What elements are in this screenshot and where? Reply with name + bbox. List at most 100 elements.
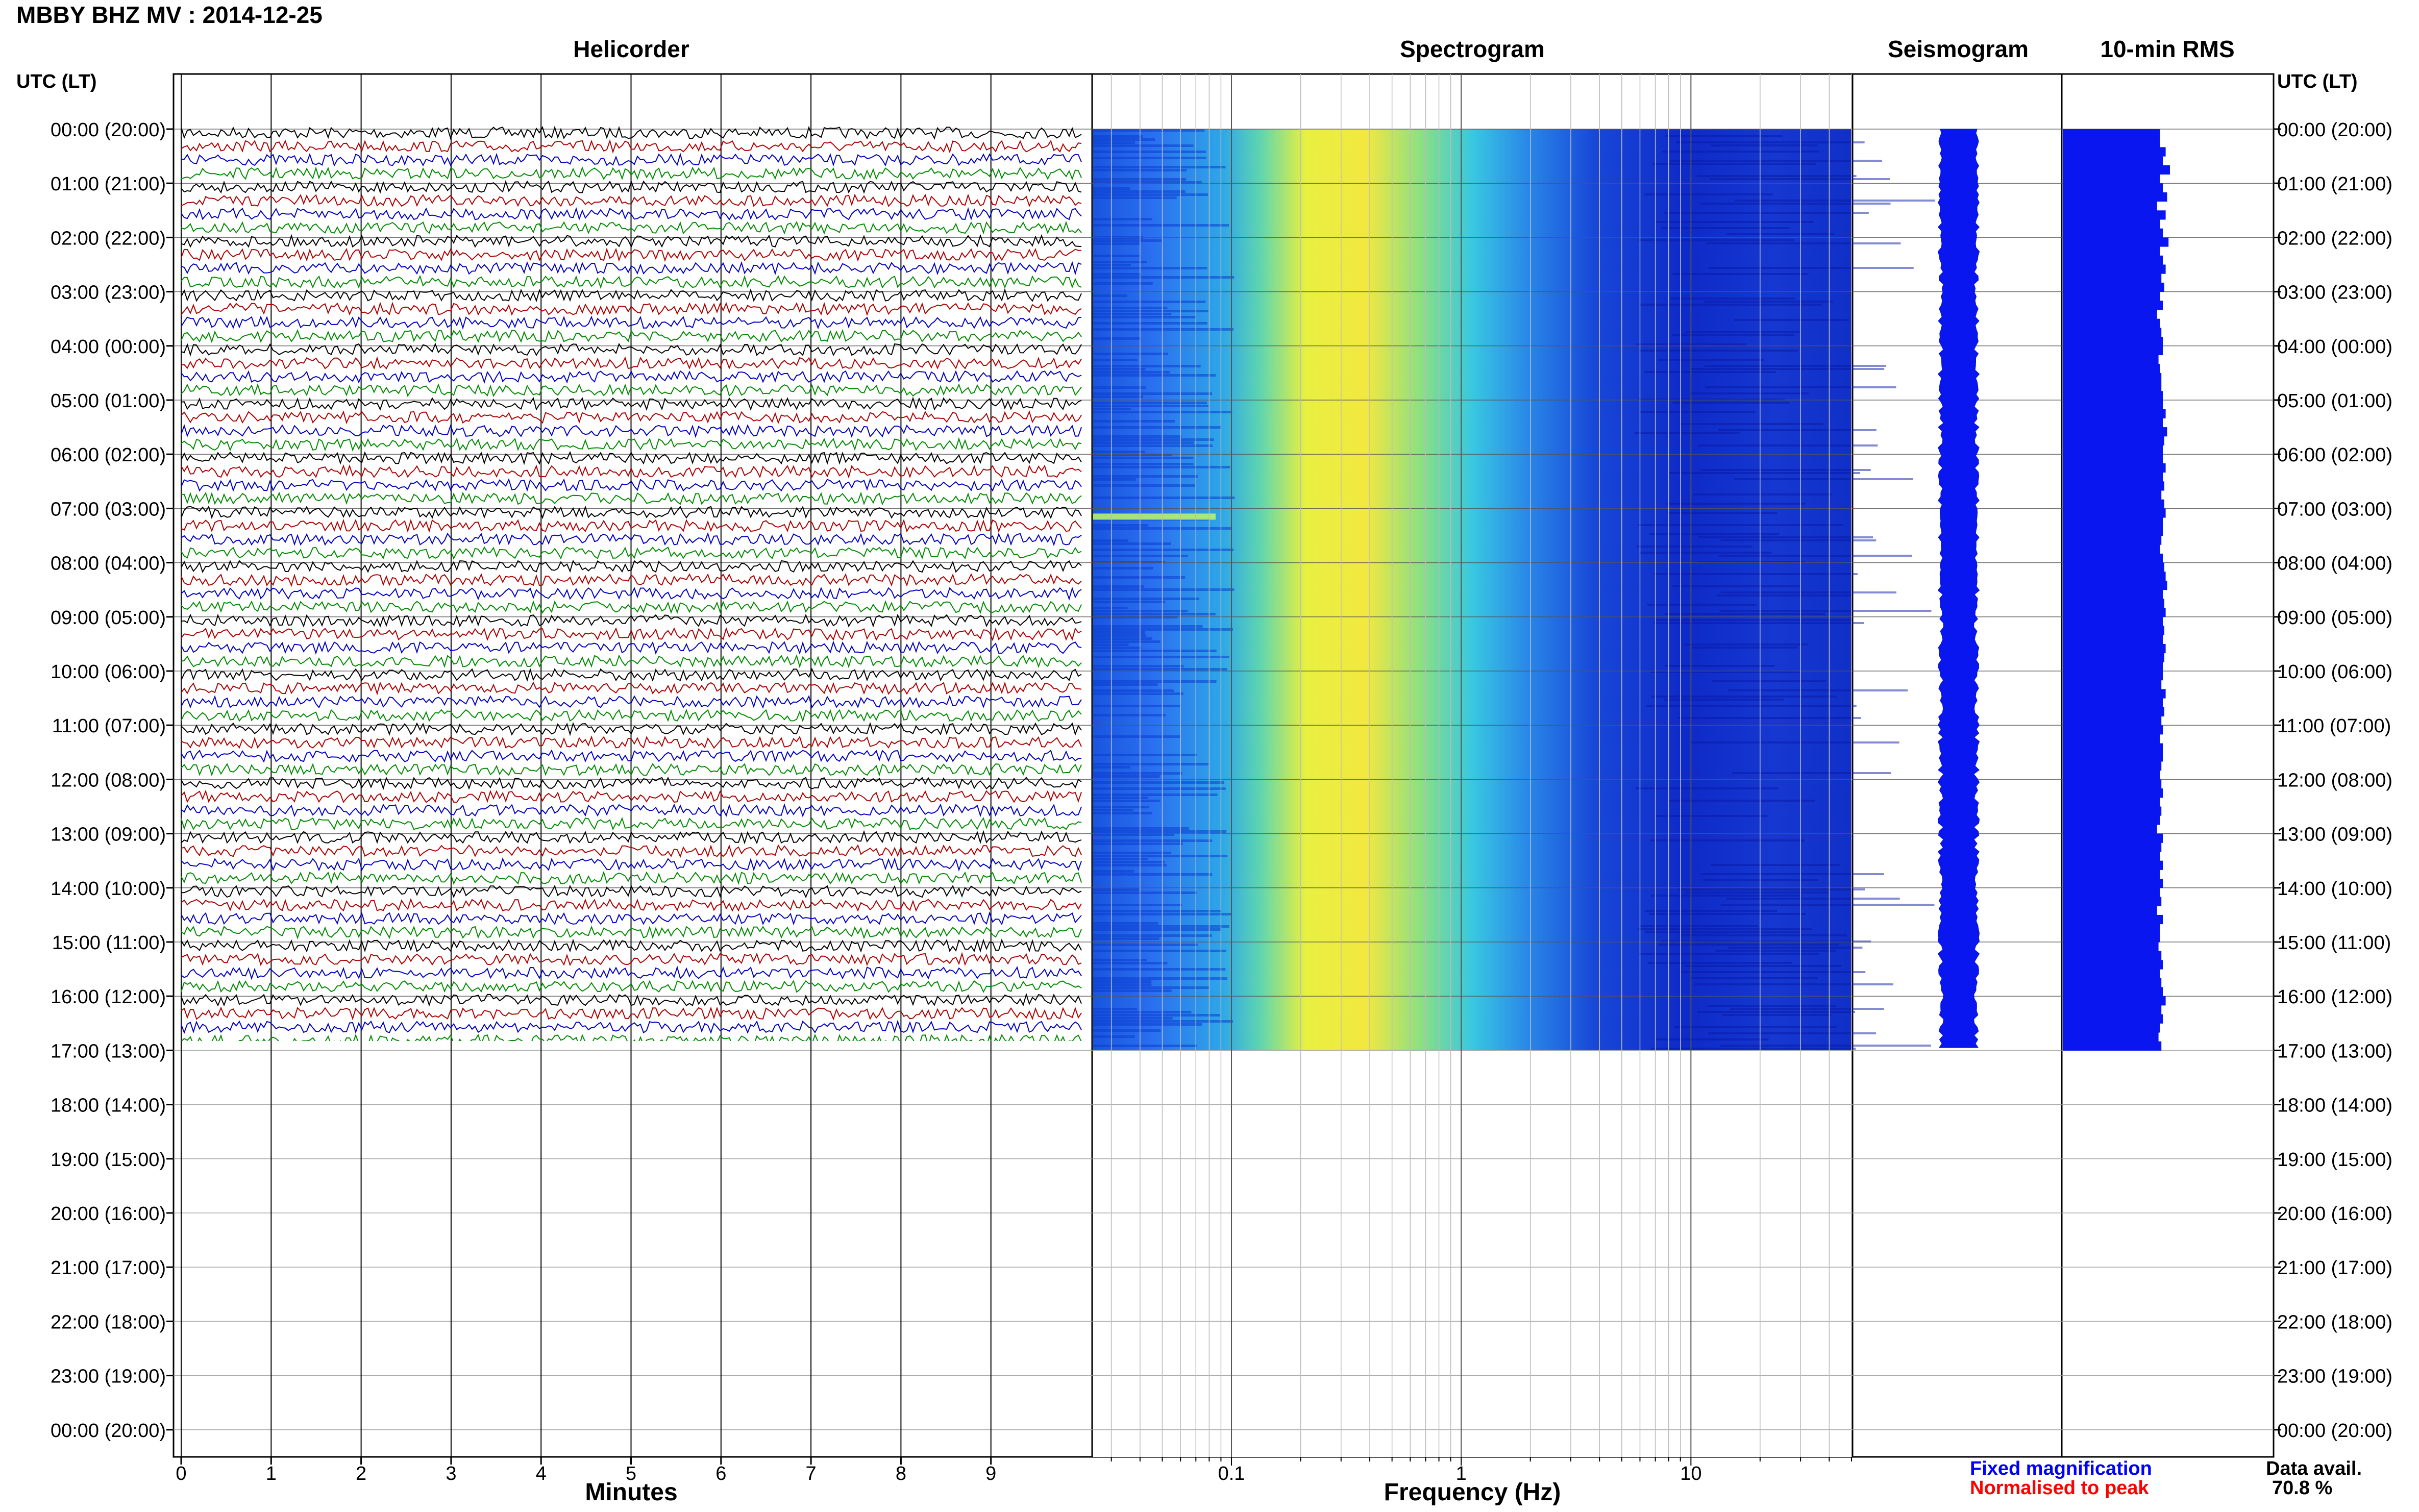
spectrogram-heading: Spectrogram [1400,36,1545,62]
time-label-left: 02:00 (22:00) [51,228,166,249]
spectrogram-streak [1700,469,1871,471]
spectrogram-streak [1093,689,1174,692]
spectrogram-streak [1093,239,1163,242]
spectrogram-streak [1093,922,1158,925]
helicorder-trace [181,193,1082,208]
rms-bar [2063,318,2160,328]
rms-bar [2063,951,2162,960]
spectrogram-streak [1093,196,1177,199]
spectrogram-streak [1093,787,1226,790]
legend-fixed-magnification: Fixed magnification [1970,1458,2152,1479]
spectrogram-streak [1093,833,1174,836]
spectrogram-streak [1704,365,1886,367]
spectrogram-streak [1093,282,1153,285]
rms-bar [2063,264,2166,274]
rms-bar [2063,472,2163,482]
rms-bar [2063,779,2162,789]
helicorder-trace [181,884,1082,899]
spectrogram-streak [1093,359,1138,361]
spectrogram-streak [1653,573,1858,575]
minutes-ticks: 0 1 2 3 4 5 6 7 8 9 [176,1457,996,1484]
helicorder-trace [181,980,1082,993]
spectrogram-streak [1093,809,1133,811]
helicorder-trace [181,234,1082,248]
time-label-left: 03:00 (23:00) [51,282,166,304]
spectrogram-streak [1093,524,1149,527]
helicorder-trace [181,925,1082,939]
spectrogram-streak [1640,411,1756,413]
rms-bar [2063,210,2166,220]
spectrogram-streak [1651,671,1801,673]
spectrogram-rows [1093,129,1935,1457]
helicorder-trace [181,559,1082,574]
spectrogram-streak [1672,585,1800,587]
spectrogram-streak [1093,264,1131,266]
spectrogram-streak [1720,1045,1931,1047]
rms-bar [2063,824,2157,834]
spectrogram-streak [1700,873,1884,875]
time-label-left: 16:00 (12:00) [51,986,166,1008]
spectrogram-streak [1093,310,1208,312]
frequency-tick-label: 10 [1680,1463,1701,1484]
spectrogram-streak [1685,891,1829,894]
helicorder-trace [181,478,1082,492]
helicorder-trace [181,451,1082,465]
spectrogram-streak [1093,267,1207,269]
spectrogram-streak [1093,576,1185,579]
spectrogram-streak [1693,493,1832,495]
helicorder-trace [181,383,1082,398]
rms-bar [2063,914,2163,925]
rms-bar [2063,490,2162,500]
rms-bar [2063,797,2160,807]
spectrogram-streak [1093,800,1161,802]
spectrogram-streak [1093,438,1214,441]
spectrogram-streak [1093,144,1194,147]
spectrogram-streak [1093,794,1218,796]
spectrogram-streak [1093,631,1145,634]
spectrogram-streak [1093,989,1172,992]
spectrogram-streak [1093,273,1141,276]
spectrogram-streak [1093,812,1152,814]
rms-bar [2063,328,2162,337]
rms-bar [2063,291,2160,301]
minute-tick-label: 5 [626,1463,636,1484]
hour-gridlines [166,128,2281,1431]
spectrogram-streak [1703,879,1818,881]
time-label-left: 00:00 (20:00) [51,119,166,141]
rms-bar [2063,255,2163,265]
spectrogram-streak [1093,983,1152,986]
time-label-left: 07:00 (03:00) [51,499,166,520]
time-label-left: 15:00 (11:00) [52,932,166,954]
rms-bar [2063,400,2163,410]
spectrogram-streak [1661,940,1871,943]
helicorder-traces [181,126,1082,1041]
spectrogram-streak [1093,763,1209,765]
spectrogram-streak [1690,368,1885,370]
helicorder-trace [181,803,1082,817]
rms-bar [2063,562,2164,572]
spectrogram-streak [1651,895,1801,897]
time-label-right: 20:00 (16:00) [2277,1203,2392,1225]
spectrogram-streak [1093,255,1140,257]
rms-bar [2063,310,2157,319]
helicorder-trace [181,126,1082,140]
helicorder-trace [181,180,1082,194]
spectrogram-streak [1664,212,1869,214]
rms-bar [2063,942,2159,952]
spectrogram-streak [1093,307,1168,309]
rms-bar [2063,969,2160,979]
spectrogram-streak [1093,353,1168,355]
spectrogram-streak [1734,319,1849,321]
rms-bar [2063,897,2162,906]
helicorder-trace [181,342,1082,357]
rms-bar [2063,924,2160,933]
spectrogram-streak [1638,399,1785,401]
spectrogram-streak [1093,852,1172,854]
spectrogram-streak [1093,647,1142,649]
spectrogram-streak [1634,432,1740,434]
rms-bar [2063,535,2162,545]
spectrogram-streak [1646,705,1857,707]
spectrogram-streak [1093,588,1235,591]
rms-bar [2063,418,2163,428]
spectrogram-streak [1093,944,1198,946]
